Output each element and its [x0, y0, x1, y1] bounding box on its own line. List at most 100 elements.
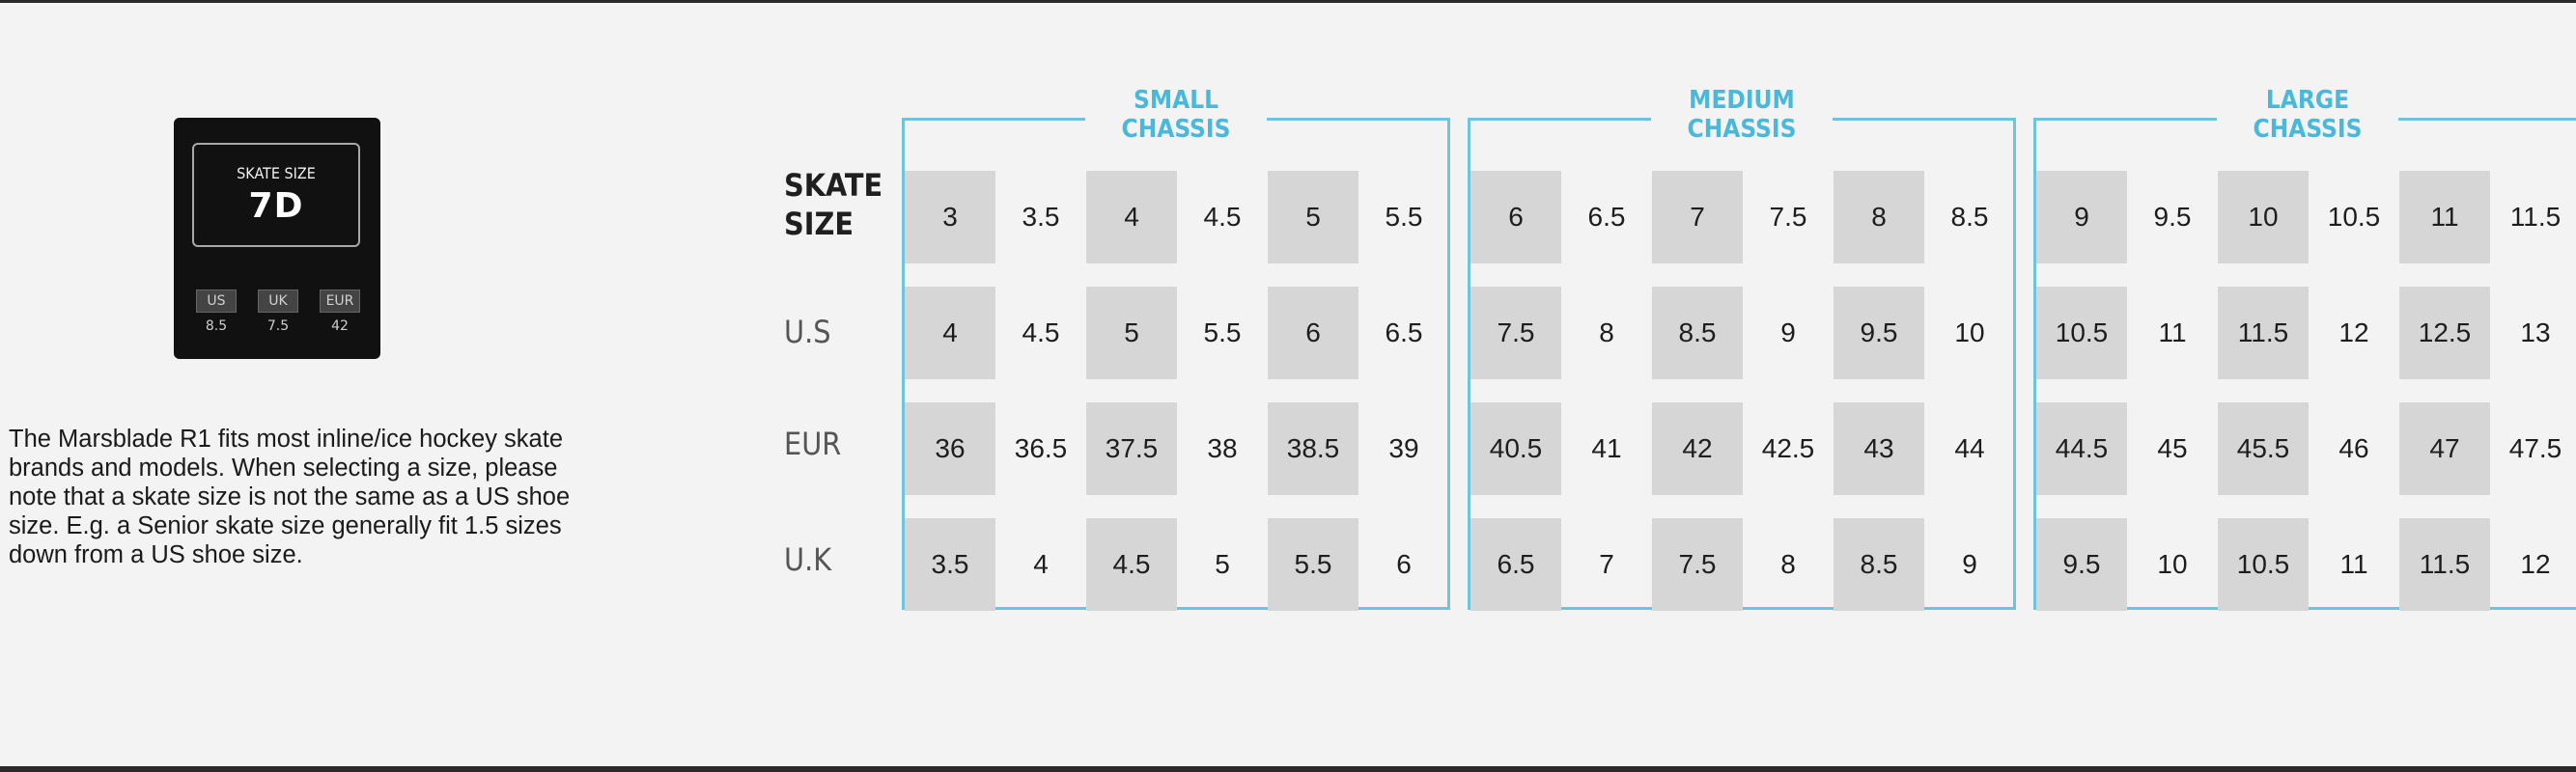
size-grid: 6 6.5 7 7.5 8 8.5 7.5 8 8.5 9 9.5 10 40.5 41 42 42.5 43 4…: [1470, 171, 2015, 611]
size-cell-us: 11: [2158, 317, 2187, 347]
size-cell-us: 12.5: [2399, 287, 2490, 379]
size-cell-eur: 44.5: [2036, 402, 2127, 495]
size-cell-skate: 10.5: [2327, 202, 2381, 232]
size-cell-eur: 38.5: [1268, 402, 1358, 495]
size-cell-eur: 42.5: [1761, 433, 1815, 463]
size-cell-skate: 8.5: [1950, 202, 1989, 232]
skate-size-label-image: SKATE SIZE 7D US 8.5 UK 7.5 EUR 42: [174, 118, 380, 359]
size-cell-uk: 8.5: [1834, 518, 1924, 611]
row-label-us: U.S: [784, 314, 831, 350]
size-cell-uk: 9.5: [2036, 518, 2127, 611]
size-cell-eur: 40.5: [1470, 402, 1561, 495]
chassis-block: LARGE CHASSIS 9 9.5 10 10.5 11 11.5 10.5 11 11.5 12…: [2033, 86, 2576, 611]
size-cell-eur: 38: [1207, 433, 1238, 463]
label-system-us: US 8.5: [196, 290, 237, 347]
row-label-line: SIZE: [784, 206, 854, 242]
bottom-border: [0, 766, 2576, 772]
size-cell-uk: 3.5: [905, 518, 995, 611]
size-cell-eur: 47.5: [2508, 433, 2562, 463]
size-cell-us: 9: [1780, 317, 1796, 347]
size-cell-skate: 8: [1834, 171, 1924, 263]
size-cell-skate: 7.5: [1769, 202, 1807, 232]
size-cell-eur: 43: [1834, 402, 1924, 495]
label-system-eur: EUR 42: [320, 290, 360, 347]
size-cell-eur: 36: [905, 402, 995, 495]
row-label-skate-size: SKATE SIZE: [784, 166, 900, 243]
size-cell-us: 12: [2338, 317, 2369, 347]
row-label-eur: EUR: [784, 426, 842, 462]
size-cell-us: 6.5: [1385, 317, 1423, 347]
chassis-block: MEDIUM CHASSIS 6 6.5 7 7.5 8 8.5 7.5 8 8.5 9 9.5 10 40…: [1468, 86, 2016, 611]
size-grid: 3 3.5 4 4.5 5 5.5 4 4.5 5 5.5 6 6.5 36 36.5 37.5 38 38.5…: [905, 171, 1449, 611]
row-label-line: SKATE: [784, 167, 883, 204]
size-cell-eur: 36.5: [1014, 433, 1068, 463]
size-cell-uk: 8: [1780, 549, 1796, 579]
size-cell-uk: 6.5: [1470, 518, 1561, 611]
label-system-value: 42: [331, 318, 349, 334]
label-system-name: UK: [258, 290, 298, 313]
size-cell-skate: 4: [1086, 171, 1177, 263]
label-system-value: 8.5: [205, 318, 228, 334]
size-cell-uk: 10: [2157, 549, 2188, 579]
size-cell-eur: 41: [1591, 433, 1622, 463]
size-cell-us: 4: [905, 287, 995, 379]
size-cell-uk: 9: [1962, 549, 1977, 579]
size-cell-skate: 4.5: [1203, 202, 1242, 232]
size-cell-skate: 5: [1268, 171, 1358, 263]
size-cell-uk: 11: [2339, 549, 2368, 579]
size-cell-skate: 7: [1652, 171, 1743, 263]
chassis-title: MEDIUM CHASSIS: [1651, 86, 1833, 144]
size-cell-uk: 5: [1215, 549, 1230, 579]
size-cell-skate: 10: [2218, 171, 2309, 263]
label-system-name: US: [196, 290, 237, 313]
label-size-box: SKATE SIZE 7D: [192, 143, 360, 247]
size-cell-uk: 5.5: [1268, 518, 1358, 611]
fit-description: The Marsblade R1 fits most inline/ice ho…: [9, 426, 571, 568]
size-cell-uk: 12: [2520, 549, 2551, 579]
size-cell-uk: 11.5: [2399, 518, 2490, 611]
size-cell-skate: 9: [2036, 171, 2127, 263]
size-cell-uk: 4.5: [1086, 518, 1177, 611]
size-cell-uk: 10.5: [2218, 518, 2309, 611]
size-grid: 9 9.5 10 10.5 11 11.5 10.5 11 11.5 12 12.5 13 44.5 45…: [2036, 171, 2576, 611]
size-cell-uk: 7.5: [1652, 518, 1743, 611]
chassis-title-line: CHASSIS: [1687, 115, 1797, 144]
size-cell-eur: 47: [2399, 402, 2490, 495]
chassis-block: SMALL CHASSIS 3 3.5 4 4.5 5 5.5 4 4.5 5 5.5 6 6.5 36 36…: [902, 86, 1450, 611]
row-label-uk: U.K: [784, 541, 832, 578]
size-cell-skate: 11.5: [2509, 202, 2562, 232]
size-cell-us: 10.5: [2036, 287, 2127, 379]
chassis-title-line: MEDIUM: [1689, 86, 1795, 115]
size-cell-us: 7.5: [1470, 287, 1561, 379]
chassis-title-line: LARGE: [2265, 86, 2350, 115]
size-cell-eur: 46: [2338, 433, 2369, 463]
size-cell-eur: 44: [1954, 433, 1985, 463]
top-border: [0, 0, 2576, 3]
size-cell-eur: 45.5: [2218, 402, 2309, 495]
label-system-value: 7.5: [266, 318, 290, 334]
size-cell-eur: 45: [2157, 433, 2188, 463]
size-cell-us: 10: [1954, 317, 1985, 347]
chassis-title-line: CHASSIS: [2253, 115, 2363, 144]
size-cell-us: 5.5: [1203, 317, 1242, 347]
size-cell-skate: 3: [905, 171, 995, 263]
size-cell-skate: 5.5: [1385, 202, 1423, 232]
label-system-name: EUR: [320, 290, 360, 313]
size-cell-uk: 7: [1599, 549, 1614, 579]
size-cell-us: 13: [2520, 317, 2551, 347]
size-cell-uk: 6: [1396, 549, 1412, 579]
size-cell-us: 8: [1599, 317, 1614, 347]
size-cell-skate: 9.5: [2153, 202, 2192, 232]
size-cell-us: 11.5: [2218, 287, 2309, 379]
size-cell-skate: 6.5: [1587, 202, 1626, 232]
label-system-uk: UK 7.5: [258, 290, 298, 347]
chassis-title: LARGE CHASSIS: [2217, 86, 2398, 144]
chassis-title-line: CHASSIS: [1121, 115, 1231, 144]
size-cell-skate: 6: [1470, 171, 1561, 263]
size-cell-skate: 3.5: [1022, 202, 1060, 232]
label-systems: US 8.5 UK 7.5 EUR 42: [196, 290, 360, 347]
size-cell-uk: 4: [1033, 549, 1049, 579]
chassis-title: SMALL CHASSIS: [1085, 86, 1267, 144]
size-cell-eur: 42: [1652, 402, 1743, 495]
size-cell-eur: 37.5: [1086, 402, 1177, 495]
